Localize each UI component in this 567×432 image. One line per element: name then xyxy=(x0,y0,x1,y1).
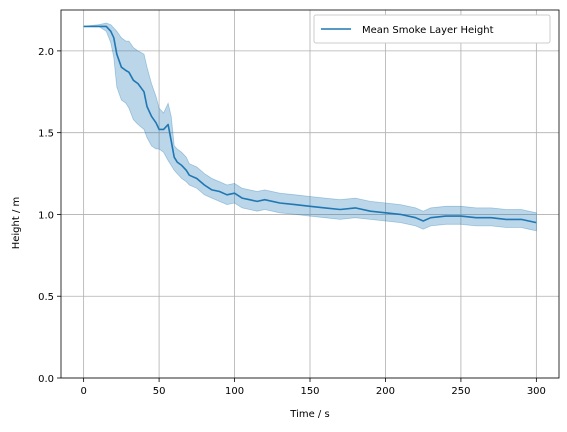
series-line-mean-smoke-layer-height xyxy=(83,25,537,224)
x-tick-label: 0 xyxy=(80,386,86,397)
y-tick-label: 0.0 xyxy=(38,374,54,385)
x-tick-label: 150 xyxy=(300,386,319,397)
plot-frame xyxy=(60,9,560,379)
legend-entry-mean-smoke-layer-height: Mean Smoke Layer Height xyxy=(362,25,494,36)
legend-box xyxy=(313,14,551,44)
y-tick-label: 0.5 xyxy=(38,292,54,303)
x-axis-ticks: 0 50 100 150 200 250 300 xyxy=(80,378,546,397)
x-axis-label: Time / s xyxy=(289,409,329,420)
x-tick-label: 50 xyxy=(153,386,166,397)
y-axis-ticks: 0.0 0.5 1.0 1.5 2.0 xyxy=(38,47,61,385)
x-tick-label: 100 xyxy=(225,386,244,397)
y-tick-label: 1.5 xyxy=(38,129,54,140)
x-tick-label: 200 xyxy=(376,386,395,397)
legend: Mean Smoke Layer Height xyxy=(313,14,551,44)
y-tick-label: 1.0 xyxy=(38,210,54,221)
y-tick-label: 2.0 xyxy=(38,47,54,58)
y-axis-label: Height / m xyxy=(11,197,22,250)
x-tick-label: 250 xyxy=(451,386,470,397)
x-tick-label: 300 xyxy=(527,386,546,397)
